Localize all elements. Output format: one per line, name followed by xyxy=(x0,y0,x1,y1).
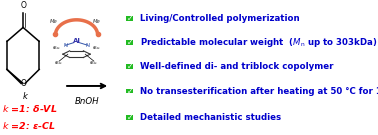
FancyBboxPatch shape xyxy=(126,89,133,93)
Text: Living/Controlled polymerization: Living/Controlled polymerization xyxy=(140,14,299,23)
Text: ✓: ✓ xyxy=(127,38,133,47)
Text: N: N xyxy=(86,43,90,48)
Text: $k$ =2: ε-CL: $k$ =2: ε-CL xyxy=(2,120,56,131)
Text: ✓: ✓ xyxy=(127,62,133,71)
FancyBboxPatch shape xyxy=(126,40,133,45)
Text: $k$ =1: δ-VL: $k$ =1: δ-VL xyxy=(2,103,57,114)
Text: Well-defined di- and triblock copolymer: Well-defined di- and triblock copolymer xyxy=(140,62,333,71)
Text: O: O xyxy=(20,1,26,10)
Text: No transesterification after heating at 50 °C for 10 h: No transesterification after heating at … xyxy=(140,87,378,96)
Text: Predictable molecular weight  ($M_{\rm n}$ up to 303kDa): Predictable molecular weight ($M_{\rm n}… xyxy=(140,36,377,49)
Text: tBu: tBu xyxy=(55,61,63,65)
Text: Detailed mechanistic studies: Detailed mechanistic studies xyxy=(140,113,281,122)
Text: Al: Al xyxy=(73,38,81,44)
Text: tBu: tBu xyxy=(53,46,60,50)
Text: BnOH: BnOH xyxy=(75,97,99,106)
Text: ✓: ✓ xyxy=(127,14,133,23)
Text: $k$: $k$ xyxy=(22,90,29,101)
FancyBboxPatch shape xyxy=(126,115,133,120)
Text: ✓: ✓ xyxy=(127,87,133,96)
Text: ✓: ✓ xyxy=(127,113,133,122)
FancyBboxPatch shape xyxy=(126,65,133,69)
Text: O: O xyxy=(20,79,26,88)
FancyBboxPatch shape xyxy=(126,16,133,21)
Text: tBu: tBu xyxy=(90,61,98,65)
Text: tBu: tBu xyxy=(93,46,100,50)
Text: N: N xyxy=(63,43,67,48)
Text: Me: Me xyxy=(93,19,100,24)
Text: Me: Me xyxy=(50,19,58,24)
